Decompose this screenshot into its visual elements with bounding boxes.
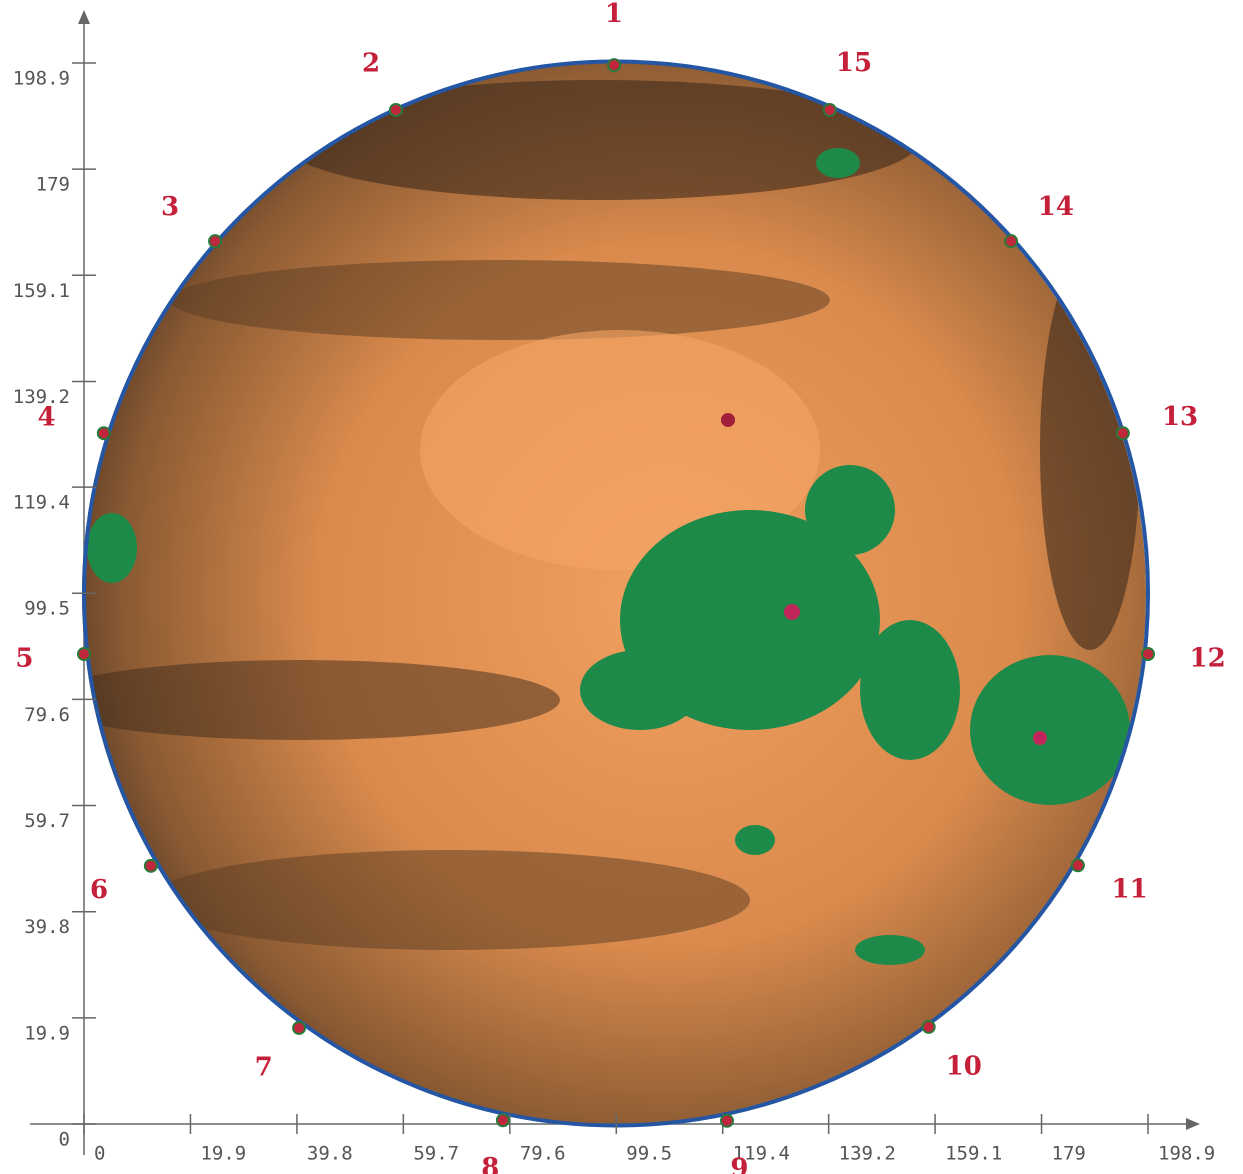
measure-point xyxy=(1004,234,1019,249)
point-label: 13 xyxy=(1162,402,1198,432)
measure-point xyxy=(143,858,158,873)
x-tick-label: 119.4 xyxy=(733,1143,790,1165)
x-tick-label: 99.5 xyxy=(626,1143,672,1165)
y-tick-label: 139.2 xyxy=(13,386,70,408)
point-label: 8 xyxy=(481,1153,499,1174)
x-tick-label: 79.6 xyxy=(520,1143,566,1165)
measure-point xyxy=(1115,426,1130,441)
measure-point xyxy=(822,102,837,117)
y-tick-label: 179 xyxy=(36,174,70,196)
x-tick-label: 198.9 xyxy=(1158,1143,1215,1165)
measure-point xyxy=(208,234,223,249)
point-label: 6 xyxy=(90,875,108,905)
x-tick-label: 59.7 xyxy=(413,1143,459,1165)
x-tick-label: 39.8 xyxy=(307,1143,353,1165)
point-label: 5 xyxy=(15,644,33,674)
x-tick-label: 139.2 xyxy=(839,1143,896,1165)
measure-point xyxy=(1070,858,1085,873)
point-label: 11 xyxy=(1112,875,1148,905)
x-tick-label: 19.9 xyxy=(200,1143,246,1165)
point-label: 1 xyxy=(605,0,623,29)
measure-point xyxy=(292,1020,307,1035)
y-axis-arrow xyxy=(78,10,90,24)
y-tick-label: 99.5 xyxy=(24,598,70,620)
measure-point xyxy=(1141,647,1155,662)
point-label: 10 xyxy=(946,1051,982,1081)
y-tick-label: 119.4 xyxy=(13,492,70,514)
x-axis-arrow xyxy=(1186,1118,1200,1130)
measure-point xyxy=(388,102,403,117)
y-tick-label: 0 xyxy=(59,1129,70,1151)
point-label: 15 xyxy=(836,48,872,78)
x-tick-label: 0 xyxy=(94,1143,105,1165)
measure-point xyxy=(921,1019,936,1034)
y-tick-label: 159.1 xyxy=(13,280,70,302)
y-tick-label: 198.9 xyxy=(13,68,70,90)
measure-point xyxy=(495,1113,510,1128)
heatmap xyxy=(82,62,1146,1126)
point-label: 2 xyxy=(362,48,380,78)
point-label: 7 xyxy=(255,1052,273,1082)
measure-point xyxy=(607,58,622,73)
measure-point xyxy=(96,426,111,441)
point-label: 14 xyxy=(1038,192,1074,222)
y-tick-label: 59.7 xyxy=(24,810,70,832)
x-tick-label: 179 xyxy=(1052,1143,1086,1165)
point-label: 3 xyxy=(161,192,179,222)
point-label: 9 xyxy=(730,1154,748,1174)
x-tick-label: 159.1 xyxy=(945,1143,1002,1165)
point-label: 12 xyxy=(1190,644,1226,674)
measure-point xyxy=(720,1113,735,1128)
point-label: 4 xyxy=(37,402,55,432)
y-tick-label: 39.8 xyxy=(24,916,70,938)
y-tick-label: 19.9 xyxy=(24,1022,70,1044)
measure-point xyxy=(77,647,91,662)
y-tick-label: 79.6 xyxy=(24,704,70,726)
